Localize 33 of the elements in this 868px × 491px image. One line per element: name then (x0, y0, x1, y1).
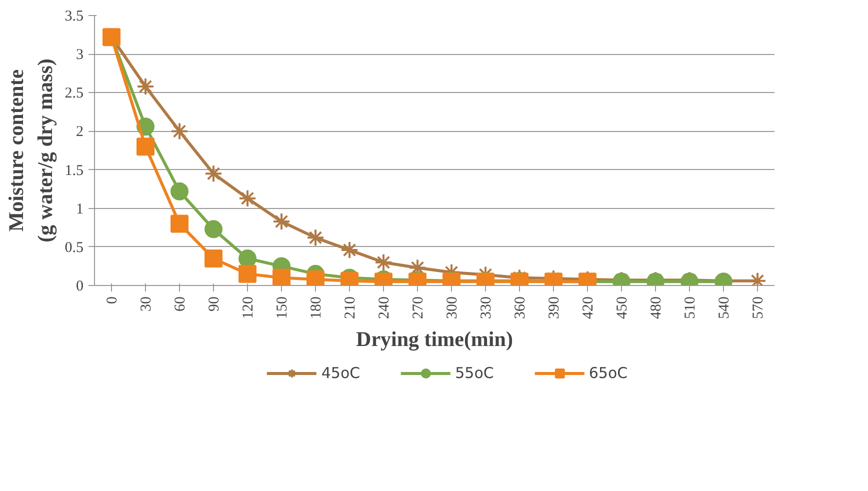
x-tick-label: 360 (512, 296, 528, 319)
y-tick-label: 2.5 (64, 86, 84, 102)
legend-label: 45oC (321, 364, 360, 382)
x-tick-label: 180 (308, 296, 324, 319)
y-tick-label: 1.5 (64, 162, 84, 179)
x-tick-label: 390 (546, 296, 562, 319)
y-tick-label: 0 (76, 278, 84, 294)
x-tick-label: 210 (342, 296, 358, 319)
x-tick-label: 150 (274, 296, 290, 319)
x-tick-label: 420 (580, 296, 596, 319)
legend-label: 55oC (455, 364, 494, 382)
x-tick-label: 0 (104, 296, 120, 304)
x-tick-label: 240 (376, 296, 392, 319)
x-tick-label: 30 (138, 296, 154, 312)
x-tick-label: 300 (444, 296, 460, 319)
x-tick-label: 60 (172, 296, 188, 312)
y-tick-label: 3 (76, 47, 84, 64)
x-tick-label: 90 (206, 296, 222, 312)
x-tick-label: 330 (478, 296, 494, 319)
x-tick-label: 540 (716, 296, 732, 319)
x-tick-label: 120 (240, 296, 256, 319)
x-tick-label: 450 (614, 296, 630, 319)
y-tick-label: 0.5 (64, 240, 84, 256)
x-axis-title: Drying time(min) (356, 327, 513, 351)
x-tick-label: 510 (682, 296, 698, 319)
y-tick-label: 1 (76, 201, 84, 218)
y-tick-label: 2 (76, 124, 84, 140)
y-tick-label: 3.5 (64, 8, 84, 24)
x-tick-label: 480 (648, 296, 664, 319)
y-axis-title: Moisture contente (g water/g dry mass) (4, 58, 57, 242)
legend-label: 65oC (588, 364, 628, 382)
x-tick-label: 570 (750, 296, 766, 319)
x-tick-label: 270 (410, 296, 426, 319)
